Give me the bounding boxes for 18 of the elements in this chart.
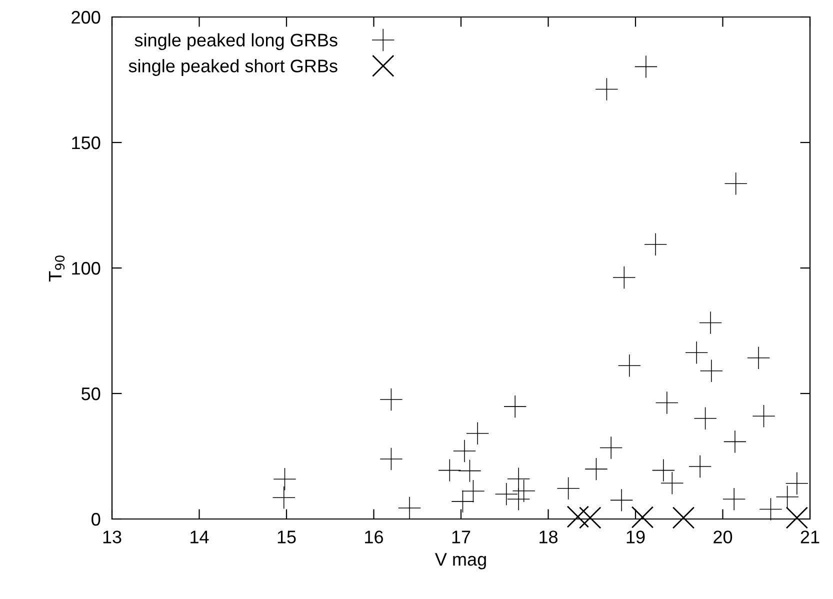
y-axis-title: T$_{90}$ <box>49 255 65 282</box>
y-tick-label: 150 <box>72 136 100 150</box>
y-tick-label: 100 <box>72 262 100 275</box>
x-tick-label: 20 <box>714 530 732 544</box>
x-tick-label: 19 <box>626 530 645 544</box>
x-tick-label: 14 <box>190 530 209 544</box>
y-tick-label: 0 <box>92 512 100 526</box>
legend-label: single peaked short GRBs <box>128 59 338 76</box>
x-axis-title: V mag <box>434 553 486 570</box>
x-tick-label: 18 <box>540 530 558 544</box>
legend-label: single peaked long GRBs <box>134 33 338 50</box>
x-tick-label: 17 <box>452 530 470 544</box>
y-tick-label: 50 <box>82 387 100 400</box>
x-tick-label: 15 <box>278 530 296 544</box>
y-tick-label: 200 <box>72 10 100 24</box>
x-tick-label: 16 <box>365 530 383 544</box>
x-tick-label: 21 <box>800 530 820 544</box>
x-tick-label: 13 <box>103 530 122 544</box>
